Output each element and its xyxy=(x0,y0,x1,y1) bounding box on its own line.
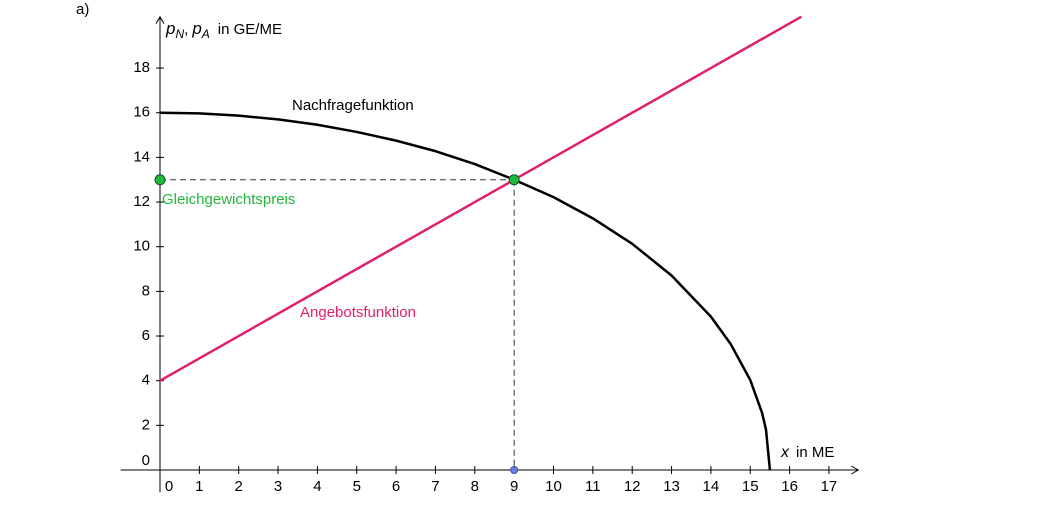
x-tick-label: 3 xyxy=(274,478,282,495)
x-tick-label: 1 xyxy=(195,478,203,495)
y-axis-arrow xyxy=(155,15,165,24)
y-axis-label-part: in GE/ME xyxy=(218,21,282,38)
x-tick-label: 14 xyxy=(703,478,720,495)
y-tick-label: 12 xyxy=(133,193,150,210)
y-tick-label: 16 xyxy=(133,104,150,121)
y-tick-label: 2 xyxy=(142,416,150,433)
series-label: Angebotsfunktion xyxy=(300,304,416,321)
point xyxy=(510,466,519,474)
y-tick-label: 8 xyxy=(142,282,150,299)
x-tick-label: 10 xyxy=(545,478,562,495)
x-tick-label: 4 xyxy=(313,478,321,495)
y-tick-label: 18 xyxy=(133,59,150,76)
series-line xyxy=(159,111,772,471)
y-tick-label: 0 xyxy=(142,452,150,469)
x-tick-label: 8 xyxy=(471,478,479,495)
y-tick-label: 4 xyxy=(142,372,150,389)
x-tick-label: 7 xyxy=(431,478,439,495)
series-label: Nachfragefunktion xyxy=(292,97,414,114)
annotation: Gleichgewichtspreis xyxy=(162,191,295,208)
x-tick-label: 9 xyxy=(510,478,518,495)
x-tick-label: 0 xyxy=(165,478,173,495)
x-tick-label: 13 xyxy=(663,478,680,495)
y-axis-label-part: A xyxy=(201,27,210,41)
y-tick-label: 10 xyxy=(133,238,150,255)
x-axis-label-part: x xyxy=(780,444,790,461)
x-tick-label: 12 xyxy=(624,478,641,495)
x-axis-arrow xyxy=(851,465,860,475)
y-axis-label-part: p xyxy=(191,19,201,38)
x-tick-label: 11 xyxy=(585,478,601,495)
point xyxy=(154,174,166,186)
x-tick-label: 2 xyxy=(235,478,243,495)
x-axis-label: x in ME xyxy=(780,444,834,461)
x-tick-label: 15 xyxy=(742,478,759,495)
x-axis-label-part: in ME xyxy=(796,444,834,461)
x-tick-label: 6 xyxy=(392,478,400,495)
y-axis-label-part: p xyxy=(165,19,175,38)
x-tick-label: 5 xyxy=(353,478,361,495)
y-tick-label: 6 xyxy=(142,327,150,344)
point xyxy=(508,174,520,186)
x-tick-label: 17 xyxy=(821,478,838,495)
x-tick-label: 16 xyxy=(781,478,798,495)
y-axis-label-part: N xyxy=(175,27,184,41)
y-tick-label: 14 xyxy=(133,148,150,165)
y-axis-label: pN, pA in GE/ME xyxy=(165,19,282,41)
panel-label: a) xyxy=(76,1,89,18)
y-axis-label-part: , xyxy=(184,21,188,38)
